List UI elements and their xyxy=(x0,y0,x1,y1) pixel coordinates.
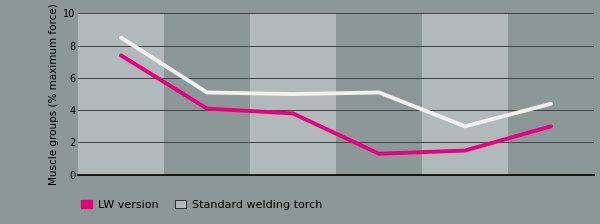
Bar xyxy=(164,13,250,175)
Bar xyxy=(336,13,422,175)
Bar xyxy=(508,13,594,175)
Legend: LW version, Standard welding torch: LW version, Standard welding torch xyxy=(81,200,322,210)
Y-axis label: Muscle groups (% maximum force): Muscle groups (% maximum force) xyxy=(49,3,59,185)
Bar xyxy=(78,13,164,175)
Bar xyxy=(422,13,508,175)
Bar xyxy=(250,13,336,175)
